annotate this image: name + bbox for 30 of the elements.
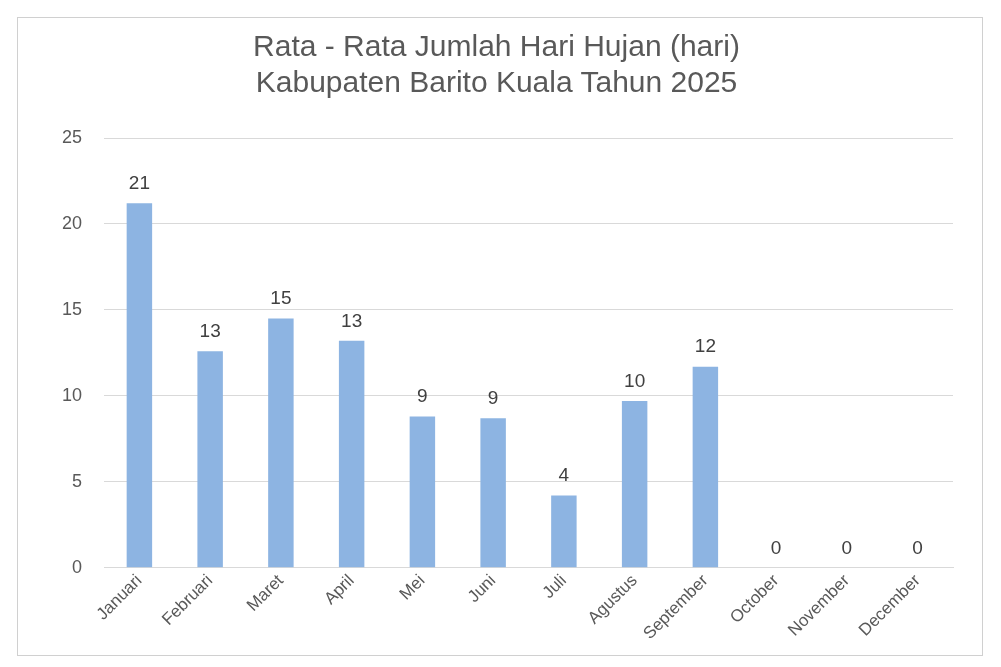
data-label: 21	[128, 172, 150, 194]
y-tick-label: 25	[61, 126, 83, 147]
data-label: 0	[841, 536, 853, 558]
data-label: 9	[417, 385, 428, 407]
y-tick-label: 10	[61, 384, 83, 405]
bar	[338, 340, 365, 568]
bar	[197, 351, 223, 568]
data-label: 13	[341, 309, 363, 331]
y-tick-label: 5	[72, 470, 83, 491]
bar	[268, 318, 294, 568]
data-label: 9	[487, 386, 499, 408]
data-label: 0	[912, 536, 923, 558]
x-tick-label: Mei	[395, 570, 429, 604]
bar	[692, 366, 719, 568]
y-tick-label: 15	[61, 298, 83, 319]
data-label: 0	[770, 536, 782, 558]
chart-title: Rata - Rata Jumlah Hari Hujan (hari) Kabupaten Barito Kuala Tahun 2025	[253, 29, 740, 99]
y-tick-label: 20	[61, 212, 83, 233]
bar	[621, 401, 648, 568]
bar	[551, 495, 577, 568]
bar	[480, 418, 506, 568]
data-label: 4	[558, 464, 570, 486]
x-tick-label: Juli	[538, 570, 571, 603]
data-label: 10	[624, 369, 646, 391]
data-label: 15	[270, 287, 292, 309]
data-label: 12	[694, 335, 716, 357]
data-label: 13	[199, 319, 221, 341]
bar	[126, 203, 153, 568]
bar	[409, 416, 436, 568]
y-tick-label: 0	[72, 556, 83, 577]
